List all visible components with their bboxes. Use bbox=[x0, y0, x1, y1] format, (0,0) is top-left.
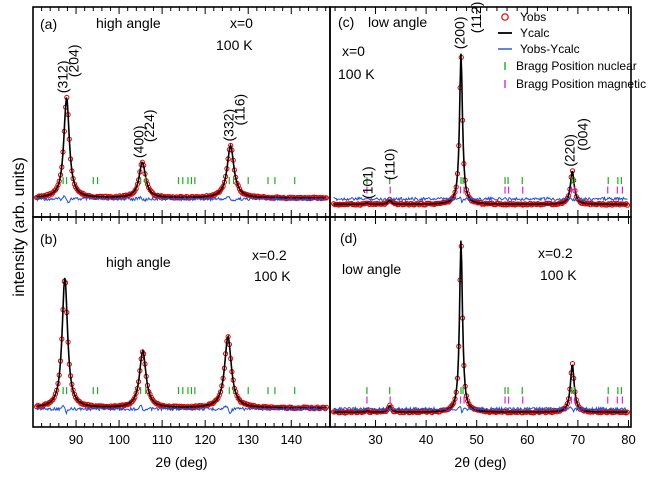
x-tick-label: 90 bbox=[69, 432, 83, 447]
panel-b-plot: 90 100 110 120 130 140 2θ (deg) bbox=[32, 217, 329, 470]
observed-points bbox=[34, 278, 329, 412]
panel-d: (d) low angle x=0.2 100 K 30 40 50 60 70 80 2θ… bbox=[329, 216, 636, 470]
x-tick-label: 130 bbox=[237, 432, 259, 447]
hkl-label: (224) bbox=[141, 109, 157, 142]
hkl-label: (004) bbox=[574, 118, 590, 151]
legend-obs-marker bbox=[501, 13, 509, 21]
panel-b: (b) high angle x=0.2 100 K 90 100 110 120 13… bbox=[32, 216, 331, 470]
legend-diff-label: Yobs-Ycalc bbox=[520, 42, 580, 56]
panel-c-plot: (101) (110) (200) (112) (220)(004) bbox=[331, 2, 631, 217]
legend-item-diff: Yobs-Ycalc bbox=[498, 42, 580, 56]
legend-calc-label: Ycalc bbox=[520, 26, 549, 40]
panel-c: (c) low angle x=0 100 K (101)(110)(200)(… bbox=[329, 2, 632, 218]
x-tick-label: 120 bbox=[194, 432, 216, 447]
x-tick-label: 60 bbox=[520, 432, 534, 447]
obs-point bbox=[235, 395, 241, 401]
difference-line bbox=[333, 195, 628, 204]
obs-point bbox=[139, 159, 145, 165]
panel-a: (a) high angle x=0 100 K (312)(204) (400)… bbox=[32, 6, 331, 218]
x-tick-label: 50 bbox=[469, 432, 483, 447]
panel-a-temperature: 100 K bbox=[216, 37, 253, 53]
x-axis-label: 2θ (deg) bbox=[454, 454, 506, 470]
x-tick-label: 100 bbox=[108, 432, 130, 447]
legend-nuclear-label: Bragg Position nuclear bbox=[516, 59, 637, 73]
panel-c-annotation: low angle bbox=[368, 14, 427, 30]
legend-obs-label: Yobs bbox=[520, 10, 546, 24]
obs-point bbox=[214, 397, 220, 403]
hkl-label: (110) bbox=[382, 148, 398, 180]
panel-b-label: (b) bbox=[40, 231, 57, 247]
panel-d-plot: 30 40 50 60 70 80 2θ (deg) bbox=[331, 217, 636, 470]
panel-a-label: (a) bbox=[40, 16, 57, 32]
legend-item-calc: Ycalc bbox=[498, 26, 549, 40]
hkl-label: (101) bbox=[359, 166, 375, 199]
x-tick-label: 140 bbox=[280, 432, 302, 447]
panel-d-annotation: low angle bbox=[342, 261, 401, 277]
panel-b-annotation: high angle bbox=[106, 254, 171, 270]
calc-line bbox=[36, 97, 327, 199]
hkl-label: (312) bbox=[54, 61, 70, 94]
panel-a-composition: x=0 bbox=[230, 15, 253, 31]
obs-point bbox=[148, 188, 154, 194]
hkl-label: (220) bbox=[561, 134, 577, 167]
panel-b-temperature: 100 K bbox=[254, 268, 291, 284]
calc-line bbox=[36, 277, 327, 409]
x-axis-label: 2θ (deg) bbox=[155, 454, 207, 470]
x-tick-label: 70 bbox=[571, 432, 585, 447]
x-tick-label: 40 bbox=[419, 432, 433, 447]
difference-line bbox=[333, 405, 628, 414]
obs-point bbox=[152, 399, 158, 405]
hkl-label: (204) bbox=[66, 45, 82, 78]
difference-line bbox=[36, 195, 327, 204]
panel-d-composition: x=0.2 bbox=[538, 245, 573, 261]
panel-c-label: (c) bbox=[338, 14, 354, 30]
y-axis-label: intensity (arb. units) bbox=[11, 157, 28, 297]
difference-line bbox=[36, 404, 327, 416]
legend-item-obs: Yobs bbox=[501, 10, 546, 24]
panel-a-annotation: high angle bbox=[96, 15, 161, 31]
hkl-label: (200) bbox=[452, 17, 468, 50]
legend-item-magnetic: Bragg Position magnetic bbox=[504, 77, 646, 91]
hkl-label: (400) bbox=[131, 125, 147, 158]
legend-magnetic-label: Bragg Position magnetic bbox=[516, 77, 646, 91]
hkl-label: (116) bbox=[232, 94, 248, 126]
x-tick-label: 80 bbox=[621, 432, 635, 447]
legend-item-nuclear: Bragg Position nuclear bbox=[504, 59, 637, 73]
panel-d-label: (d) bbox=[340, 230, 357, 246]
panel-d-frame bbox=[329, 216, 632, 428]
legend: Yobs Ycalc Yobs-Ycalc Bragg Position nuc… bbox=[498, 10, 646, 91]
panel-a-plot: (312)(204) (400)(224) (332)(116) bbox=[32, 7, 329, 217]
obs-point bbox=[54, 185, 60, 191]
hkl-label: (112) bbox=[468, 2, 484, 34]
panel-b-composition: x=0.2 bbox=[252, 247, 287, 263]
panel-d-temperature: 100 K bbox=[540, 267, 577, 283]
hkl-label: (332) bbox=[220, 109, 236, 142]
panel-c-temperature: 100 K bbox=[338, 66, 375, 82]
x-tick-label: 110 bbox=[152, 432, 173, 447]
observed-points bbox=[34, 94, 329, 202]
panel-c-composition: x=0 bbox=[342, 43, 365, 59]
x-tick-label: 30 bbox=[368, 432, 382, 447]
